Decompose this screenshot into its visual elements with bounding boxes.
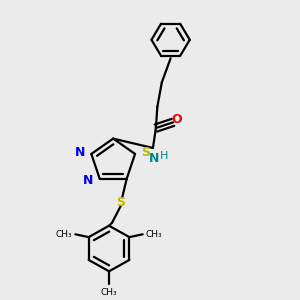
Text: CH₃: CH₃ <box>146 230 162 239</box>
Text: N: N <box>74 146 85 159</box>
Text: N: N <box>149 152 160 165</box>
Text: O: O <box>171 113 182 126</box>
Text: N: N <box>83 174 93 187</box>
Text: S: S <box>142 146 151 159</box>
Text: CH₃: CH₃ <box>101 288 117 297</box>
Text: S: S <box>116 196 125 209</box>
Text: H: H <box>160 152 168 161</box>
Text: CH₃: CH₃ <box>56 230 72 239</box>
